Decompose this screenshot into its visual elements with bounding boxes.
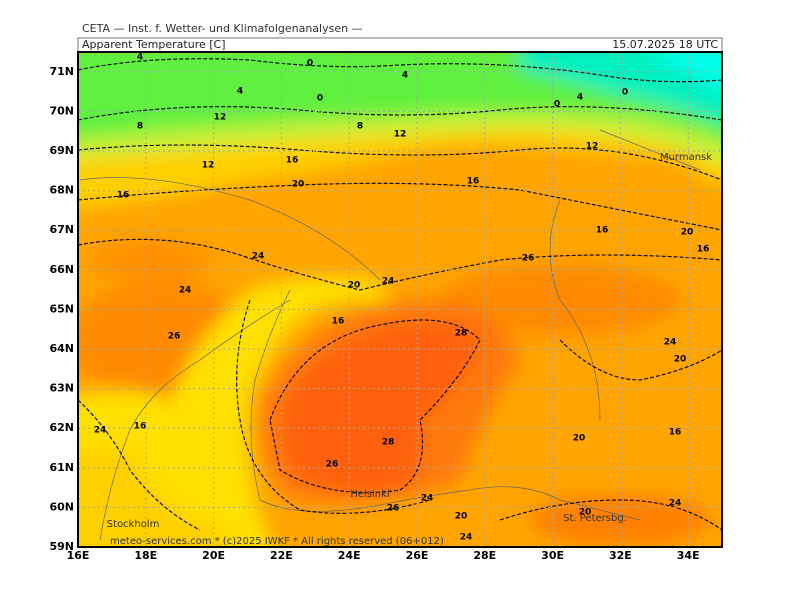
contour-label: 20 xyxy=(579,508,592,518)
x-axis-label: 16E xyxy=(67,549,90,562)
contour-label: 28 xyxy=(455,329,468,339)
contour-label: 20 xyxy=(674,355,687,365)
x-axis-label: 24E xyxy=(338,549,361,562)
y-axis-label: 59N xyxy=(49,540,74,553)
contour-label: 26 xyxy=(522,254,535,264)
contour-label: 28 xyxy=(382,438,395,448)
datetime: 15.07.2025 18 UTC xyxy=(612,38,718,51)
place-label: Murmansk xyxy=(660,152,712,163)
place-label: Helsinki xyxy=(350,489,389,500)
x-axis-label: 34E xyxy=(677,549,700,562)
contour-label: 16 xyxy=(467,177,480,187)
x-axis-label: 26E xyxy=(406,549,429,562)
y-axis-label: 67N xyxy=(49,223,74,236)
contour-label: 20 xyxy=(455,512,468,522)
x-axis-label: 22E xyxy=(270,549,293,562)
y-axis-label: 71N xyxy=(49,65,74,78)
contour-label: 12 xyxy=(202,161,215,171)
x-axis-label: 32E xyxy=(609,549,632,562)
map-frame xyxy=(77,51,723,548)
contour-label: 0 xyxy=(317,94,323,104)
place-label: St. Petersbg. xyxy=(563,513,627,524)
y-axis-label: 69N xyxy=(49,144,74,157)
title: Apparent Temperature [C] xyxy=(82,38,226,51)
map-field: Murmansk Helsinki Stockholm St. Petersbg. 0 4… xyxy=(78,52,722,547)
contour-label: 16 xyxy=(697,245,710,255)
contour-label: 24 xyxy=(664,338,677,348)
contour-label: 12 xyxy=(214,113,227,123)
y-axis-label: 66N xyxy=(49,263,74,276)
contour-label: 24 xyxy=(460,533,473,543)
contour-label: 24 xyxy=(179,286,192,296)
contour-label: 4 xyxy=(137,53,143,63)
x-axis-label: 18E xyxy=(134,549,157,562)
x-axis-label: 28E xyxy=(473,549,496,562)
x-axis-label: 20E xyxy=(202,549,225,562)
y-axis-label: 61N xyxy=(49,461,74,474)
y-axis-label: 68N xyxy=(49,184,74,197)
contour-label: 12 xyxy=(586,142,599,152)
contour-label: 16 xyxy=(117,191,130,201)
contour-label: 12 xyxy=(394,130,407,140)
contour-label: 0 xyxy=(307,59,313,69)
contour-label: 0 xyxy=(622,88,628,98)
contour-label: 16 xyxy=(134,422,147,432)
contour-label: 20 xyxy=(292,180,305,190)
contour-label: 16 xyxy=(332,317,345,327)
contour-label: 20 xyxy=(348,281,361,291)
y-axis-label: 62N xyxy=(49,421,74,434)
contour-label: 24 xyxy=(94,426,107,436)
contour-label: 26 xyxy=(168,332,181,342)
place-label: Stockholm xyxy=(107,519,160,530)
contour-label: 4 xyxy=(237,87,243,97)
contour-label: 4 xyxy=(577,93,583,103)
contour-label: 24 xyxy=(382,277,395,287)
contour-label: 8 xyxy=(137,122,143,132)
contour-label: 24 xyxy=(252,252,265,262)
contour-label: 24 xyxy=(669,499,682,509)
contour-label: 0 xyxy=(554,100,560,110)
y-axis-label: 70N xyxy=(49,104,74,117)
contour-label: 20 xyxy=(573,434,586,444)
y-axis-label: 64N xyxy=(49,342,74,355)
y-axis-label: 63N xyxy=(49,382,74,395)
contour-label: 26 xyxy=(387,504,400,514)
contour-label: 8 xyxy=(357,122,363,132)
header-source: CETA — Inst. f. Wetter- und Klimafolgena… xyxy=(82,22,363,35)
contour-label: 26 xyxy=(326,460,339,470)
contour-label: 16 xyxy=(286,156,299,166)
contour-label: 16 xyxy=(596,226,609,236)
y-axis-label: 60N xyxy=(49,500,74,513)
x-axis-label: 30E xyxy=(541,549,564,562)
contour-label: 20 xyxy=(681,228,694,238)
contour-label: 4 xyxy=(402,71,408,81)
contour-label: 24 xyxy=(421,494,434,504)
footer-credit: meteo-services.com * (c)2025 IWKF * All … xyxy=(110,536,444,547)
contour-label: 16 xyxy=(669,428,682,438)
y-axis-label: 65N xyxy=(49,302,74,315)
